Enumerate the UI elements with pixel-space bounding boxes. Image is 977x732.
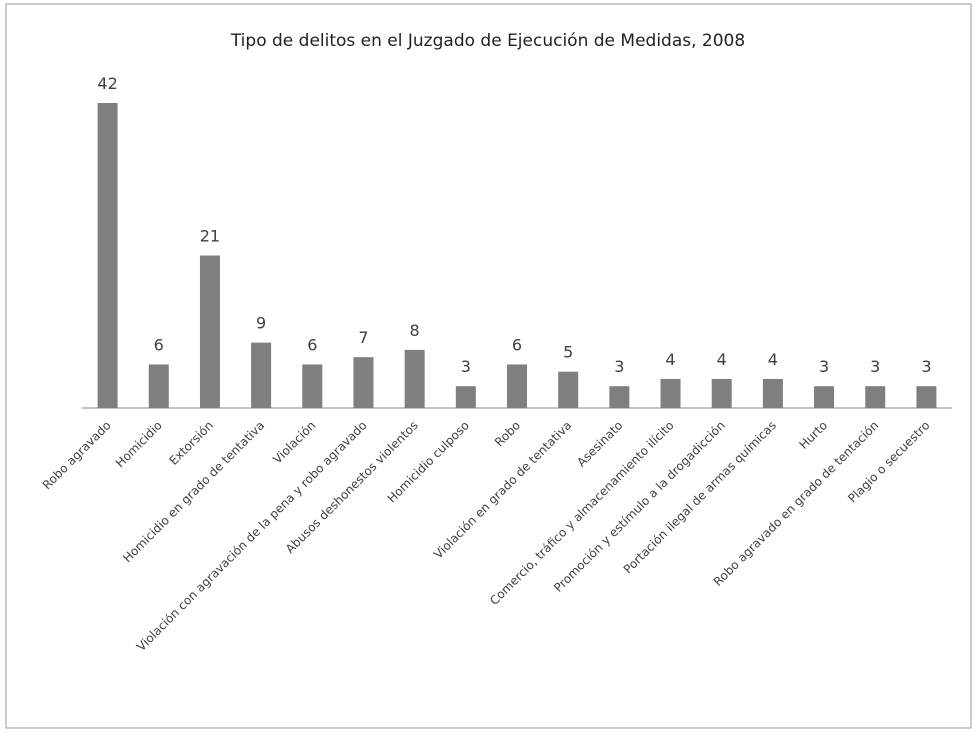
bar xyxy=(609,386,630,408)
bar xyxy=(404,349,425,408)
bar xyxy=(660,378,681,408)
value-label: 3 xyxy=(614,357,624,376)
bar xyxy=(865,386,886,408)
bar xyxy=(97,103,118,408)
value-label: 6 xyxy=(154,335,164,354)
chart-title: Tipo de delitos en el Juzgado de Ejecuci… xyxy=(230,31,745,51)
value-label: 8 xyxy=(410,321,420,340)
bar xyxy=(814,386,835,408)
bar xyxy=(302,364,323,408)
value-label: 42 xyxy=(97,74,117,93)
value-label: 21 xyxy=(200,227,220,246)
value-label: 3 xyxy=(921,357,931,376)
bar xyxy=(251,342,272,408)
value-label: 4 xyxy=(717,350,727,369)
bar xyxy=(353,357,374,408)
value-label: 3 xyxy=(819,357,829,376)
bar xyxy=(507,364,527,408)
bar xyxy=(711,378,732,408)
value-label: 9 xyxy=(256,314,266,333)
value-label: 6 xyxy=(512,335,522,354)
value-label: 4 xyxy=(768,350,778,369)
bar xyxy=(762,378,783,408)
bar xyxy=(455,386,476,408)
bar xyxy=(558,371,579,408)
value-label: 3 xyxy=(461,357,471,376)
value-label: 5 xyxy=(563,343,573,362)
value-label: 7 xyxy=(358,328,368,347)
value-label: 3 xyxy=(870,357,880,376)
value-label: 4 xyxy=(665,350,675,369)
bar xyxy=(916,386,937,408)
bar xyxy=(148,364,169,408)
value-label: 6 xyxy=(307,335,317,354)
bar xyxy=(199,255,220,408)
